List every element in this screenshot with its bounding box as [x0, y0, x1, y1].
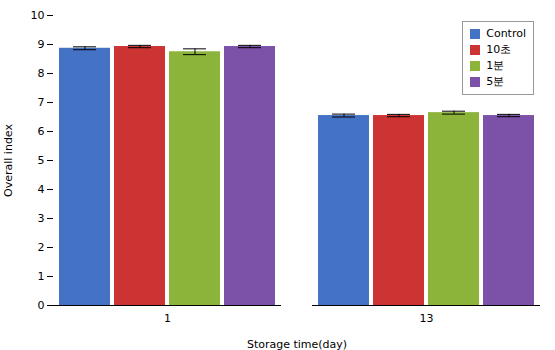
svg-text:3: 3 [38, 212, 45, 225]
html-text:1분: 1분 [486, 59, 505, 72]
svg-text:7: 7 [38, 96, 45, 109]
svg-text:5: 5 [38, 154, 45, 167]
svg-text:6: 6 [38, 125, 45, 138]
svg-text:2: 2 [38, 241, 45, 254]
svg-text:1: 1 [164, 312, 171, 325]
svg-text:9: 9 [38, 38, 45, 51]
svg-text:13: 13 [420, 312, 434, 325]
html-text:10초: 10초 [486, 43, 512, 56]
html-text:5분: 5분 [486, 75, 505, 88]
html-text:Control: Control [486, 27, 526, 40]
svg-text:0: 0 [38, 299, 45, 312]
svg-text:8: 8 [38, 67, 45, 80]
svg-text:4: 4 [38, 183, 45, 196]
svg-text:Overall index: Overall index [2, 124, 15, 197]
svg-text:1: 1 [38, 270, 45, 283]
svg-text:Storage time(day): Storage time(day) [247, 338, 347, 350]
svg-text:10: 10 [31, 9, 45, 22]
